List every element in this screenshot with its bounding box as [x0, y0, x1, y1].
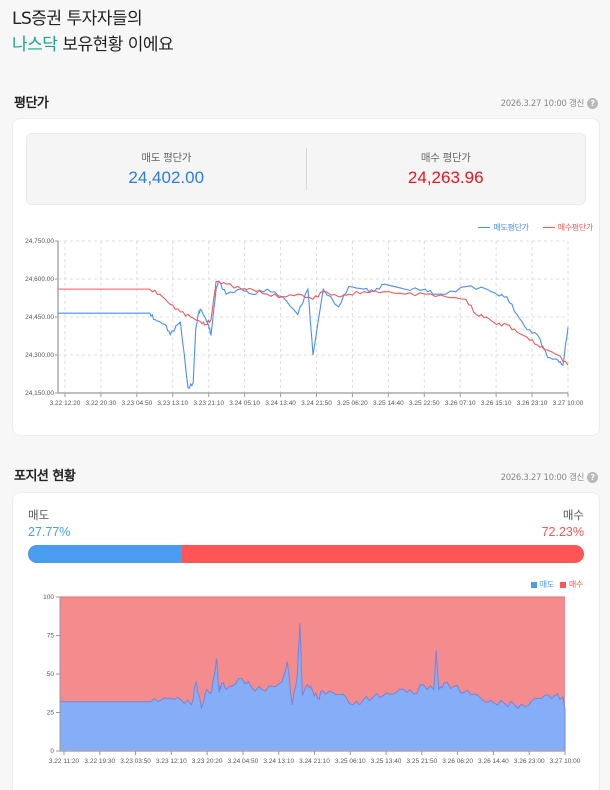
avg-price-line-chart[interactable]: 24,150.00 24,300.00 24,450.00 24,600.00 24,7…	[13, 233, 599, 433]
legend-sell[interactable]: 매도	[530, 579, 554, 590]
avg-summary-box: 매도 평단가 24,402.00 매수 평단가 24,263.96	[26, 133, 586, 205]
svg-text:25: 25	[47, 710, 55, 717]
sell-avg-label: 매도 평단가	[141, 152, 192, 164]
position-updated: 2026.3.27 10:00 갱신 ?	[501, 471, 598, 483]
buy-avg-value: 24,263.96	[407, 168, 484, 187]
svg-text:3.23 21:10: 3.23 21:10	[193, 400, 224, 407]
square-swatch-icon	[530, 581, 537, 588]
svg-text:24,600.00: 24,600.00	[25, 276, 54, 283]
svg-text:3.22 12:20: 3.22 12:20	[50, 400, 81, 407]
sell-position-label: 매도	[28, 508, 50, 522]
help-icon[interactable]: ?	[587, 471, 598, 483]
svg-text:3.26 07:10: 3.26 07:10	[445, 400, 476, 407]
avg-chart-legend: 매도평단가 매수평단가	[478, 222, 593, 233]
legend-buy-avg[interactable]: 매수평단가	[542, 222, 593, 233]
position-chart-legend: 매도 매수	[530, 579, 583, 590]
headline-line-1: LS증권 투자자들의	[12, 9, 143, 29]
svg-text:3.26 14:40: 3.26 14:40	[478, 758, 509, 765]
svg-text:50: 50	[47, 671, 55, 678]
svg-text:24,450.00: 24,450.00	[25, 314, 54, 321]
svg-text:0: 0	[50, 748, 54, 755]
svg-text:3.24 04:50: 3.24 04:50	[228, 758, 259, 765]
svg-text:100: 100	[43, 594, 54, 601]
svg-text:3.22 20:30: 3.22 20:30	[86, 400, 117, 407]
svg-text:3.25 22:50: 3.25 22:50	[409, 400, 440, 407]
svg-text:3.25 13:40: 3.25 13:40	[371, 758, 402, 765]
svg-text:3.24 13:40: 3.24 13:40	[265, 400, 296, 407]
sell-avg: 매도 평단가 24,402.00	[27, 150, 306, 188]
position-updated-text: 2026.3.27 10:00 갱신	[500, 473, 585, 483]
headline-accent: 나스닥	[12, 35, 58, 55]
svg-text:3.26 23:10: 3.26 23:10	[517, 400, 548, 407]
legend-sell-avg[interactable]: 매도평단가	[478, 222, 529, 233]
svg-text:3.24 05:10: 3.24 05:10	[229, 400, 260, 407]
svg-text:3.26 23:00: 3.26 23:00	[514, 758, 545, 765]
avg-section-title: 평단가	[14, 96, 49, 111]
avg-updated-text: 2026.3.27 10:00 갱신	[500, 99, 585, 109]
svg-text:3.25 14:40: 3.25 14:40	[373, 400, 404, 407]
position-section-title: 포지션 현황	[14, 469, 76, 484]
position-labels: 매도 27.77% 매수 72.23%	[28, 507, 584, 539]
sell-position: 매도 27.77%	[28, 507, 70, 539]
headline-line-2: 나스닥 보유현황 이에요	[12, 32, 174, 58]
svg-text:3.27 10:00: 3.27 10:00	[550, 758, 581, 765]
sell-position-pct: 27.77%	[28, 525, 71, 539]
buy-avg: 매수 평단가 24,263.96	[307, 150, 586, 188]
line-swatch-icon	[478, 226, 491, 229]
svg-text:3.23 04:50: 3.23 04:50	[121, 400, 152, 407]
svg-text:3.22 19:30: 3.22 19:30	[84, 758, 115, 765]
svg-text:3.25 21:50: 3.25 21:50	[406, 758, 437, 765]
page-headline: LS증권 투자자들의 나스닥 보유현황 이에요	[12, 6, 174, 58]
buy-position-label: 매수	[562, 508, 584, 522]
divider	[305, 148, 307, 190]
svg-text:3.24 13:10: 3.24 13:10	[263, 758, 294, 765]
svg-text:3.27 10:00: 3.27 10:00	[553, 400, 584, 407]
position-ratio-bar	[28, 545, 584, 563]
svg-text:3.23 20:20: 3.23 20:20	[192, 758, 223, 765]
buy-position: 매수 72.23%	[542, 507, 584, 539]
sell-ratio-segment	[28, 545, 183, 563]
svg-text:3.24 21:50: 3.24 21:50	[301, 400, 332, 407]
buy-position-pct: 72.23%	[541, 525, 584, 539]
position-card: 매도 27.77% 매수 72.23% 매도 매수 0 25 50 75 100 3.22…	[12, 492, 600, 790]
svg-text:3.24 21:10: 3.24 21:10	[299, 758, 330, 765]
svg-text:3.26 15:10: 3.26 15:10	[481, 400, 512, 407]
svg-text:3.22 11:20: 3.22 11:20	[49, 758, 80, 765]
svg-text:3.23 03:50: 3.23 03:50	[120, 758, 151, 765]
svg-text:24,750.00: 24,750.00	[25, 238, 54, 245]
svg-text:24,300.00: 24,300.00	[25, 352, 54, 359]
square-swatch-icon	[559, 581, 566, 588]
svg-text:3.25 06:20: 3.25 06:20	[337, 400, 368, 407]
svg-text:3.23 12:10: 3.23 12:10	[156, 758, 187, 765]
buy-avg-label: 매수 평단가	[420, 152, 471, 164]
avg-price-card: 매도 평단가 24,402.00 매수 평단가 24,263.96 매도평단가 …	[12, 118, 600, 436]
svg-text:24,150.00: 24,150.00	[25, 390, 54, 397]
line-swatch-icon	[542, 226, 555, 229]
svg-text:3.25 06:10: 3.25 06:10	[335, 758, 366, 765]
svg-text:75: 75	[47, 633, 55, 640]
position-area-chart[interactable]: 0 25 50 75 100 3.22 11:20 3.22 19:30 3.23 03:50…	[13, 591, 599, 781]
sell-avg-value: 24,402.00	[128, 168, 205, 187]
svg-text:3.26 06:20: 3.26 06:20	[442, 758, 473, 765]
headline-rest: 보유현황 이에요	[57, 35, 174, 55]
svg-text:3.23 13:10: 3.23 13:10	[157, 400, 188, 407]
help-icon[interactable]: ?	[587, 97, 598, 109]
legend-buy[interactable]: 매수	[559, 579, 583, 590]
avg-updated: 2026.3.27 10:00 갱신 ?	[501, 97, 598, 109]
